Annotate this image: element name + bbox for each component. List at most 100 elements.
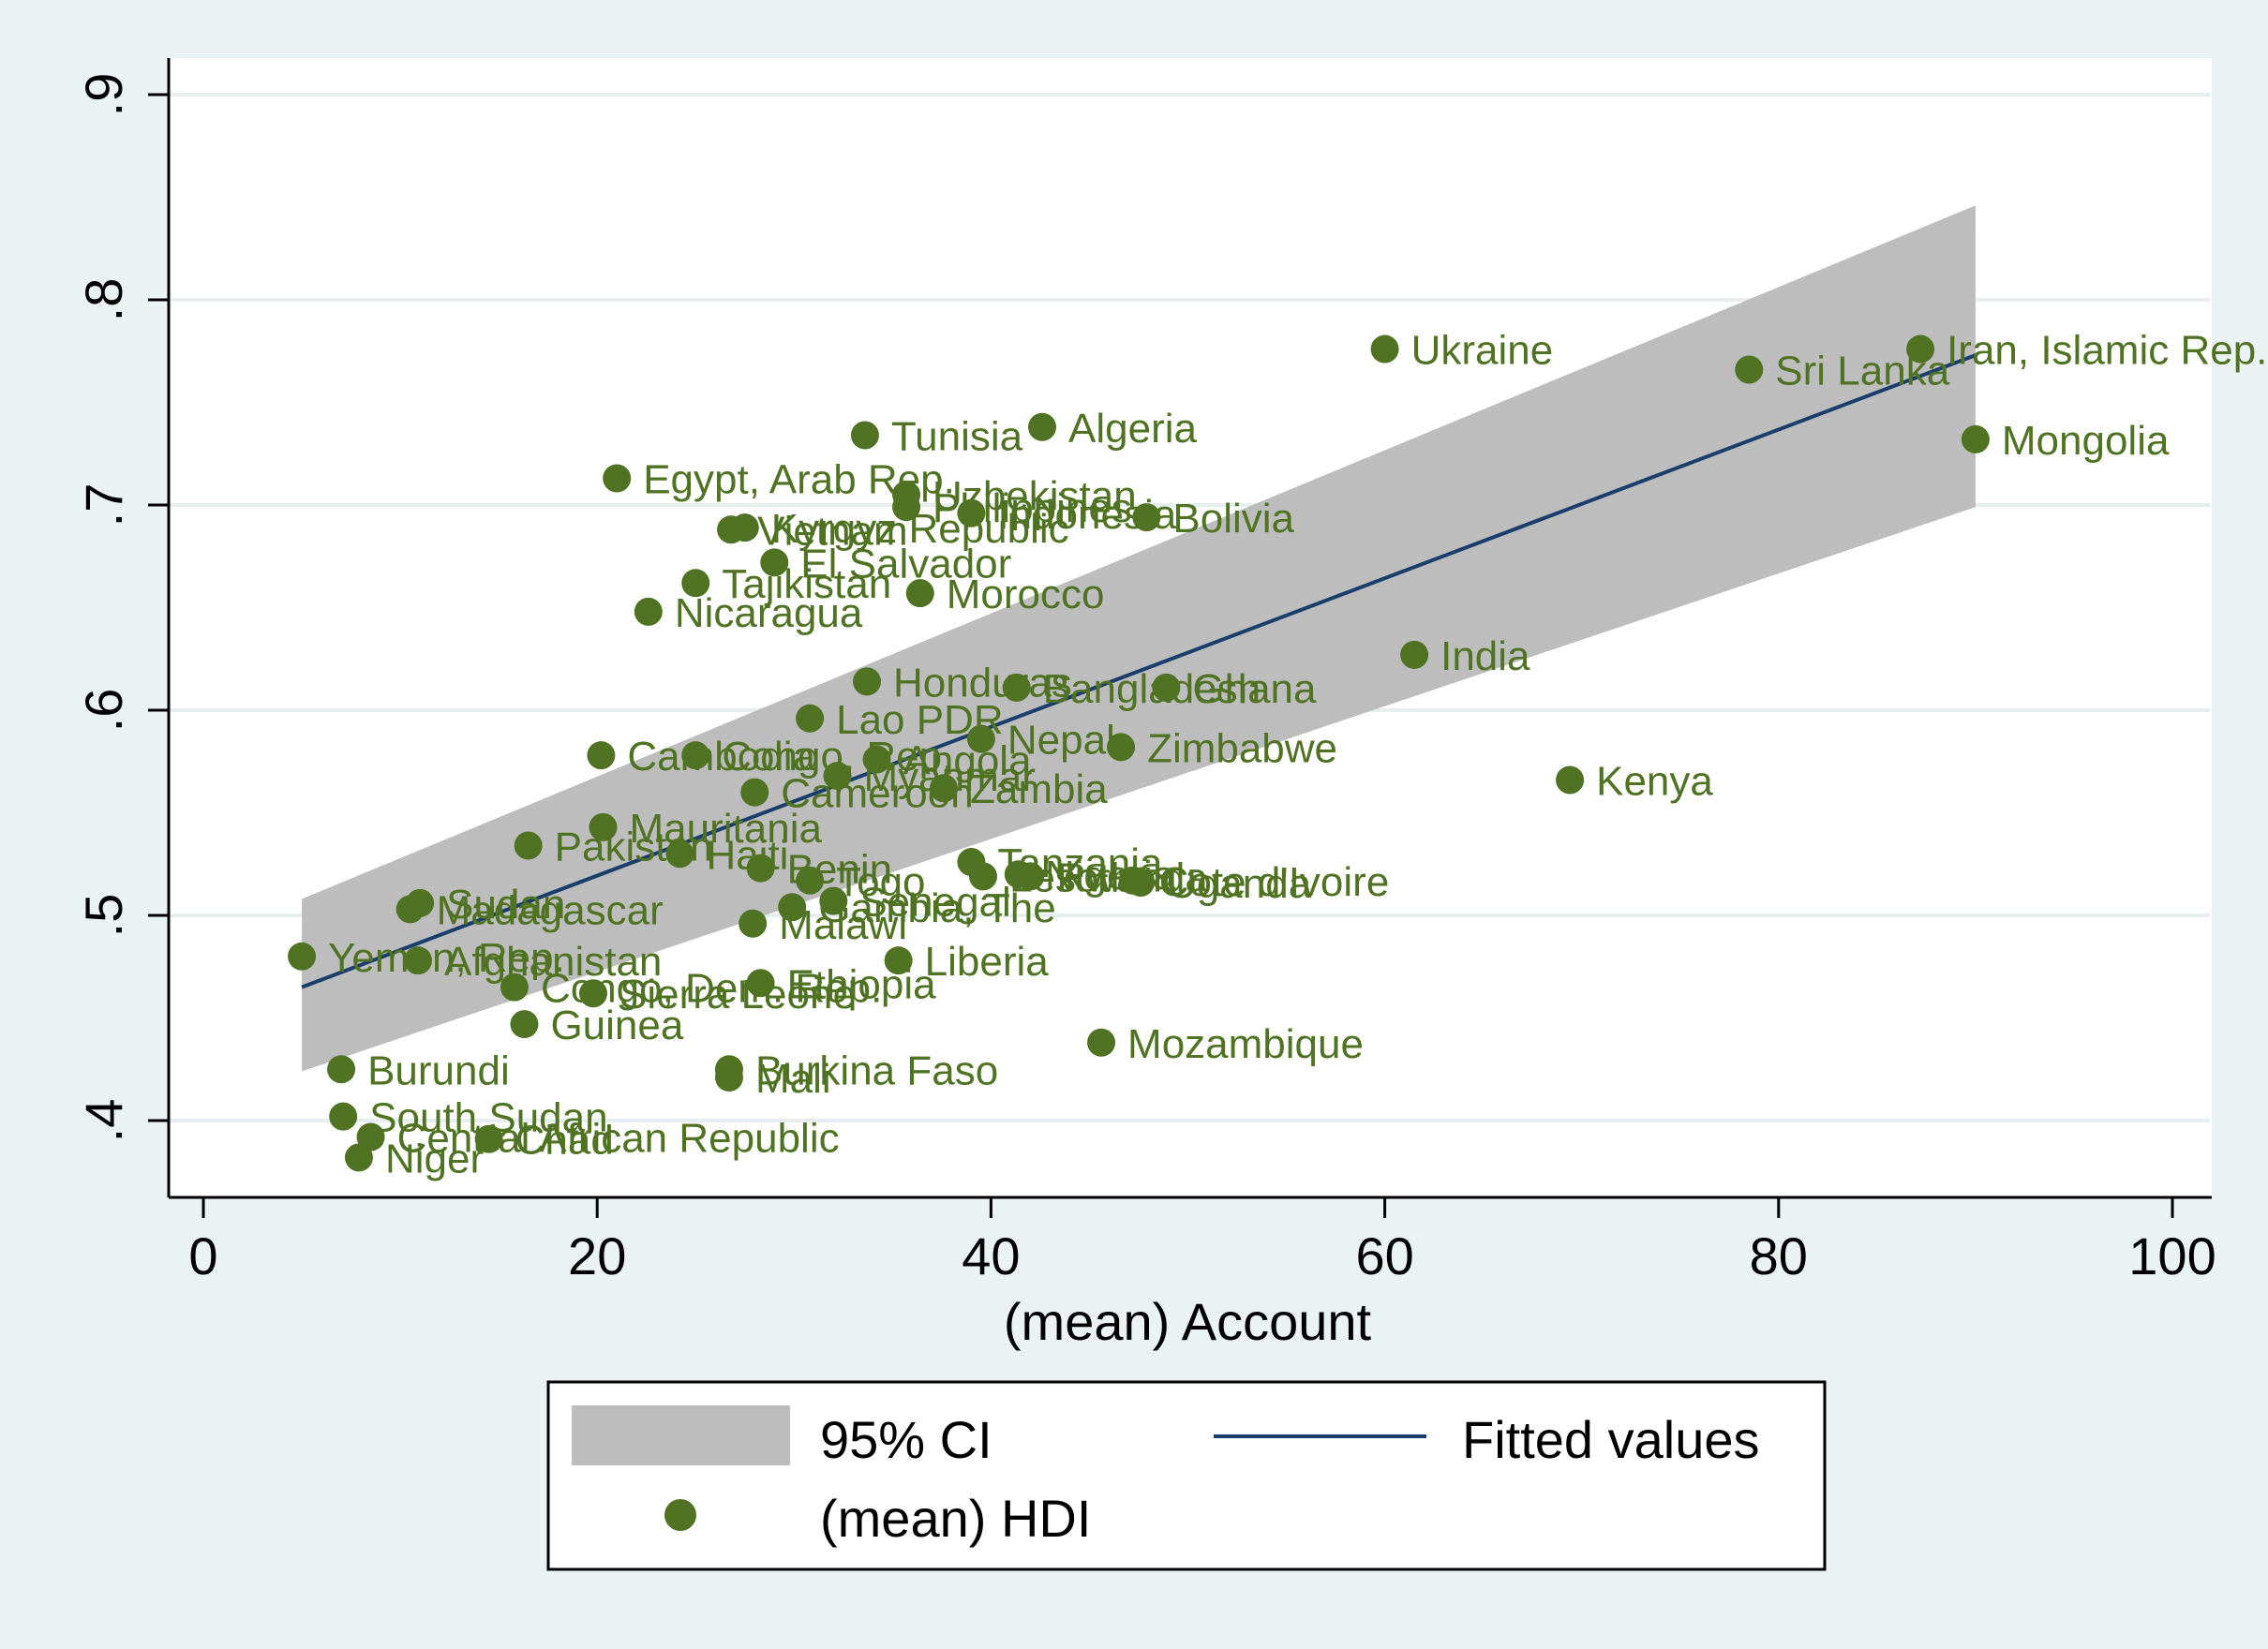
point-angola — [862, 745, 891, 774]
point-label-chad: Chad — [515, 1118, 614, 1164]
point-afghanistan — [404, 946, 433, 975]
point-label-south-sudan: South Sudan — [369, 1095, 607, 1141]
point-ethiopia — [746, 969, 775, 998]
point-bangladesh — [1002, 673, 1031, 702]
fitted-line-layer — [301, 353, 1977, 989]
point-philippines — [892, 493, 921, 522]
point-chad — [474, 1124, 503, 1153]
point-togo — [796, 866, 825, 895]
y-tick-label-2: .6 — [74, 689, 133, 733]
point-algeria — [1028, 412, 1057, 441]
point-label-tunisia: Tunisia — [891, 414, 1023, 460]
legend-fit-label: Fitted values — [1462, 1410, 1760, 1469]
point-label-sri-lanka: Sri Lanka — [1775, 348, 1949, 394]
point-gambia-the — [778, 893, 807, 922]
point-cameroon — [740, 778, 769, 807]
point-label-yemen-rep: Yemen, Rep. — [328, 935, 565, 981]
point-label-central-african-republic: Central African Republic — [397, 1116, 840, 1162]
point-label-lao-pdr: Lao PDR — [836, 697, 1004, 743]
point-label-indonesia: Indonesia — [997, 492, 1176, 538]
point-haiti — [665, 839, 694, 869]
point-label-afghanistan: Afghanistan — [444, 939, 662, 985]
point-label-angola: Angola — [903, 738, 1033, 784]
point-ghana — [1152, 673, 1181, 702]
point-pakistan — [514, 831, 543, 860]
point-south-sudan — [329, 1102, 358, 1131]
point-label-bangladesh: Bangladesh — [1043, 666, 1261, 712]
point-label-kyrgyz-republic: Kyrgyz Republic — [771, 506, 1069, 552]
y-tick-label-1: .5 — [74, 894, 133, 938]
point-label-lesotho: Lesotho — [1009, 854, 1156, 900]
point-congo-rep — [681, 741, 710, 770]
point-zimbabwe — [1107, 733, 1136, 762]
point-indonesia — [957, 498, 986, 527]
x-tick-label-4: 80 — [1750, 1226, 1808, 1285]
point-niger — [344, 1143, 373, 1172]
point-label-uganda: Uganda — [1167, 861, 1312, 907]
point-label-el-salvador: El Salvador — [800, 541, 1011, 587]
point-bolivia — [1132, 503, 1161, 532]
point-burundi — [327, 1055, 356, 1084]
point-label-vietnam: Vietnam — [757, 508, 908, 554]
point-label-cote-d-ivoire: Cote d'Ivoire — [1159, 859, 1390, 905]
point-label-philippines: Philippines — [933, 485, 1132, 531]
point-labels-layer: Iran, Islamic Rep. Ukraine Sri Lanka Mongol… — [328, 328, 2267, 1182]
x-tick-label-2: 40 — [962, 1226, 1020, 1285]
x-tick-label-3: 60 — [1355, 1226, 1413, 1285]
point-malawi — [739, 909, 768, 938]
point-label-senegal: Senegal — [859, 880, 1010, 926]
point-label-congo-rep: Congo, Rep. — [722, 734, 953, 780]
point-label-sierra-leone: Sierra Leone — [619, 972, 856, 1018]
point-label-mozambique: Mozambique — [1127, 1021, 1364, 1067]
point-label-liberia: Liberia — [925, 939, 1050, 985]
point-label-mauritania: Mauritania — [630, 806, 823, 852]
point-mali — [714, 1063, 743, 1092]
point-label-tanzania: Tanzania — [997, 840, 1163, 886]
point-label-malawi: Malawi — [779, 902, 907, 948]
point-mozambique — [1087, 1028, 1116, 1057]
point-mongolia — [1961, 424, 1990, 453]
x-axis-ticks: 0 20 40 60 80 100 — [188, 1197, 2216, 1285]
point-label-mali: Mali — [755, 1056, 831, 1102]
point-label-ethiopia: Ethiopia — [787, 961, 937, 1007]
point-label-nepal: Nepal — [1007, 718, 1115, 764]
point-label-haiti: Haiti — [706, 832, 788, 878]
point-label-sudan: Sudan — [446, 882, 565, 928]
point-ukraine — [1370, 334, 1399, 364]
point-yemen-rep — [288, 942, 317, 971]
point-mauritania — [589, 812, 618, 841]
point-morocco — [905, 579, 934, 608]
point-cote-d-ivoire — [1118, 866, 1147, 895]
point-senegal — [819, 886, 848, 915]
ci-band-layer — [302, 205, 1976, 1072]
point-lao-pdr — [796, 704, 825, 733]
point-nepal — [966, 724, 995, 753]
axes — [167, 58, 2212, 1199]
point-label-iran-islamic-rep: Iran, Islamic Rep. — [1947, 328, 2267, 374]
point-label-tajikistan: Tajikistan — [722, 561, 891, 607]
x-tick-label-1: 20 — [568, 1226, 626, 1285]
point-label-morocco: Morocco — [947, 572, 1105, 617]
y-tick-label-5: .9 — [74, 73, 133, 117]
point-vietnam — [717, 515, 746, 544]
point-label-madagascar: Madagascar — [437, 887, 664, 933]
point-egypt-arab-rep — [603, 464, 632, 493]
point-label-ukraine: Ukraine — [1411, 328, 1554, 374]
legend: 95% CI Fitted values (mean) HDI — [546, 1380, 1827, 1571]
point-label-rwanda: Rwanda — [1056, 854, 1208, 900]
legend-ci-swatch — [572, 1405, 790, 1465]
point-el-salvador — [760, 548, 789, 577]
point-label-uzbekistan: Uzbekistan — [933, 473, 1137, 519]
point-myanmar — [823, 762, 852, 791]
point-label-togo: Togo — [836, 859, 925, 905]
point-sri-lanka — [1735, 355, 1764, 384]
legend-ci-label: 95% CI — [820, 1410, 992, 1469]
point-kenya — [1556, 765, 1585, 795]
point-label-pakistan: Pakistan — [555, 824, 713, 870]
x-tick-label-0: 0 — [188, 1226, 217, 1285]
point-label-algeria: Algeria — [1068, 406, 1197, 452]
legend-point-swatch — [664, 1499, 696, 1531]
y-tick-label-4: .8 — [74, 278, 133, 322]
point-label-zambia: Zambia — [970, 766, 1108, 812]
point-label-egypt-arab-rep: Egypt, Arab Rep. — [643, 457, 955, 503]
